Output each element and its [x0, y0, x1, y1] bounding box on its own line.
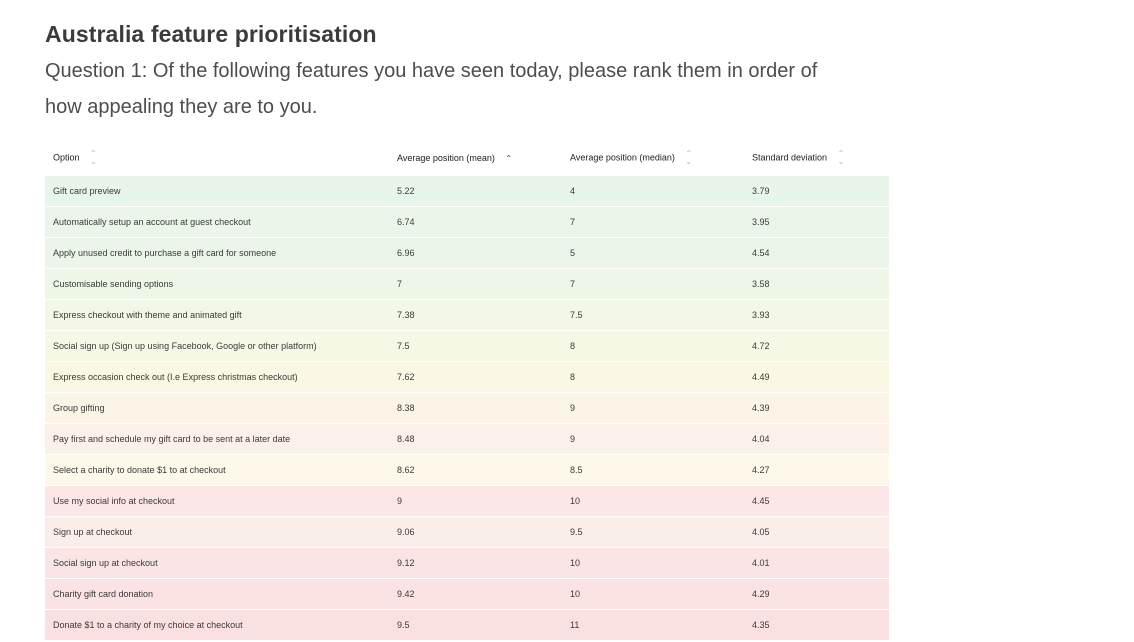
column-header-label: Average position (mean) [397, 153, 495, 163]
column-header-median[interactable]: Average position (median) ⌃ ⌄ [562, 141, 744, 176]
cell-option: Use my social info at checkout [45, 485, 389, 517]
cell-mean: 9.42 [389, 578, 562, 610]
table-header-row: Option ⌃ ⌄ Average position (mean) ⌃ Aver… [45, 141, 889, 176]
cell-median: 10 [562, 578, 744, 610]
column-header-sd[interactable]: Standard deviation ⌃ ⌄ [744, 141, 889, 176]
cell-option: Donate $1 to a charity of my choice at c… [45, 609, 389, 640]
cell-mean: 7 [389, 268, 562, 300]
cell-sd: 4.04 [744, 423, 889, 455]
cell-median: 7 [562, 268, 744, 300]
cell-option: Sign up at checkout [45, 516, 389, 548]
cell-mean: 6.96 [389, 237, 562, 269]
cell-option: Social sign up at checkout [45, 547, 389, 579]
table-row: Group gifting 8.38 9 4.39 [45, 392, 889, 424]
cell-sd: 4.27 [744, 454, 889, 486]
cell-option: Customisable sending options [45, 268, 389, 300]
cell-median: 5 [562, 237, 744, 269]
cell-mean: 7.62 [389, 361, 562, 393]
cell-sd: 4.01 [744, 547, 889, 579]
cell-sd: 3.58 [744, 268, 889, 300]
cell-median: 4 [562, 175, 744, 207]
cell-sd: 4.72 [744, 330, 889, 362]
cell-option: Social sign up (Sign up using Facebook, … [45, 330, 389, 362]
cell-sd: 3.95 [744, 206, 889, 238]
table-row: Charity gift card donation 9.42 10 4.29 [45, 578, 889, 610]
table-row: Gift card preview 5.22 4 3.79 [45, 175, 889, 207]
cell-mean: 9 [389, 485, 562, 517]
column-header-mean[interactable]: Average position (mean) ⌃ [389, 141, 562, 176]
cell-sd: 3.93 [744, 299, 889, 331]
cell-mean: 9.06 [389, 516, 562, 548]
table-row: Select a charity to donate $1 to at chec… [45, 454, 889, 486]
cell-option: Gift card preview [45, 175, 389, 207]
cell-mean: 8.62 [389, 454, 562, 486]
cell-median: 8 [562, 330, 744, 362]
cell-sd: 4.49 [744, 361, 889, 393]
cell-sd: 4.05 [744, 516, 889, 548]
table-row: Customisable sending options 7 7 3.58 [45, 268, 889, 300]
table-row: Automatically setup an account at guest … [45, 206, 889, 238]
cell-sd: 4.54 [744, 237, 889, 269]
page-title: Australia feature prioritisation [45, 21, 377, 47]
cell-option: Select a charity to donate $1 to at chec… [45, 454, 389, 486]
cell-median: 10 [562, 547, 744, 579]
cell-mean: 9.12 [389, 547, 562, 579]
cell-median: 9 [562, 423, 744, 455]
sort-both-icon[interactable]: ⌃ ⌄ [90, 149, 97, 166]
cell-median: 7 [562, 206, 744, 238]
table-row: Donate $1 to a charity of my choice at c… [45, 609, 889, 640]
cell-median: 8 [562, 361, 744, 393]
cell-option: Express occasion check out (I.e Express … [45, 361, 389, 393]
table-row: Apply unused credit to purchase a gift c… [45, 237, 889, 269]
column-header-label: Average position (median) [570, 152, 675, 163]
table-row: Sign up at checkout 9.06 9.5 4.05 [45, 516, 889, 548]
sort-both-icon[interactable]: ⌃ ⌄ [837, 149, 845, 166]
cell-mean: 6.74 [389, 206, 562, 238]
cell-option: Apply unused credit to purchase a gift c… [45, 237, 389, 269]
cell-median: 10 [562, 485, 744, 517]
column-header-label: Option [53, 152, 80, 163]
table-row: Use my social info at checkout 9 10 4.45 [45, 485, 889, 517]
sort-both-icon[interactable]: ⌃ ⌄ [685, 149, 693, 166]
cell-option: Pay first and schedule my gift card to b… [45, 423, 389, 455]
table-row: Pay first and schedule my gift card to b… [45, 423, 889, 455]
cell-sd: 4.29 [744, 578, 889, 610]
cell-median: 9 [562, 392, 744, 424]
cell-sd: 3.79 [744, 175, 889, 207]
cell-option: Group gifting [45, 392, 389, 424]
cell-mean: 7.5 [389, 330, 562, 362]
cell-median: 8.5 [562, 454, 744, 486]
cell-median: 11 [562, 609, 744, 640]
table-row: Social sign up at checkout 9.12 10 4.01 [45, 547, 889, 579]
cell-option: Automatically setup an account at guest … [45, 206, 389, 238]
cell-median: 9.5 [562, 516, 744, 548]
table-body: Gift card preview 5.22 4 3.79 Automatically … [45, 175, 889, 640]
cell-sd: 4.39 [744, 392, 889, 424]
cell-mean: 8.38 [389, 392, 562, 424]
cell-option: Charity gift card donation [45, 578, 389, 610]
sort-up-icon[interactable]: ⌃ [505, 153, 513, 163]
results-table: Option ⌃ ⌄ Average position (mean) ⌃ Aver… [45, 141, 889, 640]
column-header-option[interactable]: Option ⌃ ⌄ [45, 141, 389, 176]
table-row: Express occasion check out (I.e Express … [45, 361, 889, 393]
table-row: Social sign up (Sign up using Facebook, … [45, 330, 889, 362]
cell-mean: 7.38 [389, 299, 562, 331]
cell-median: 7.5 [562, 299, 744, 331]
cell-mean: 5.22 [389, 175, 562, 207]
cell-mean: 9.5 [389, 609, 562, 640]
cell-option: Express checkout with theme and animated… [45, 299, 389, 331]
column-header-label: Standard deviation [752, 152, 828, 163]
cell-mean: 8.48 [389, 423, 562, 455]
cell-sd: 4.35 [744, 609, 889, 640]
table-row: Express checkout with theme and animated… [45, 299, 889, 331]
cell-sd: 4.45 [744, 485, 889, 517]
question-text: Question 1: Of the following features yo… [45, 60, 818, 118]
